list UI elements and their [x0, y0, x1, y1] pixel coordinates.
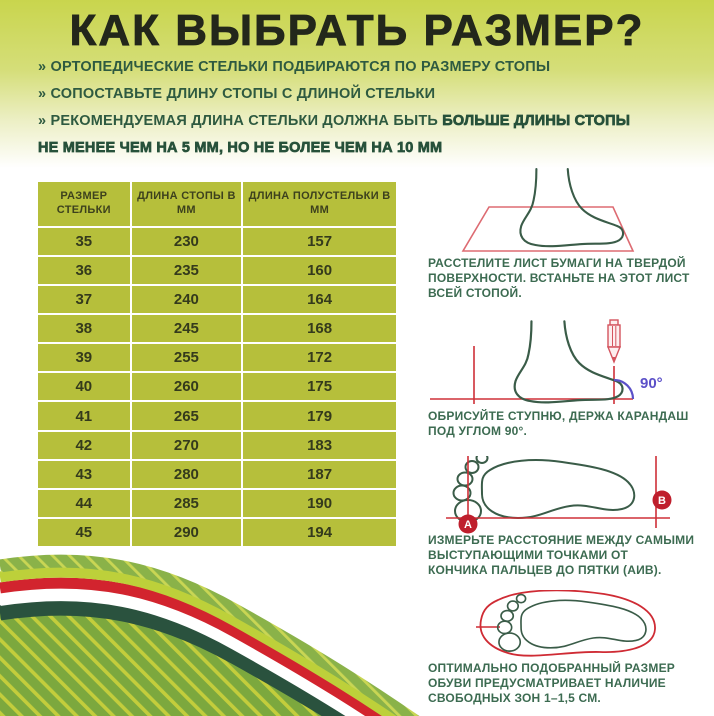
foot-length-cell: 245	[129, 313, 244, 345]
insole-size-cell: 43	[36, 458, 132, 490]
table-row: 40 260 175	[36, 371, 398, 403]
bullet-text: ОРТОПЕДИЧЕСКИЕ СТЕЛЬКИ ПОДБИРАЮТСЯ ПО РА…	[50, 59, 551, 75]
insole-size-cell: 42	[36, 429, 132, 461]
half-insole-length-cell: 183	[241, 429, 398, 461]
half-insole-length-cell: 187	[241, 458, 398, 490]
bullet-item: » СОПОСТАВЬТЕ ДЛИНУ СТОПЫ С ДЛИНОЙ СТЕЛЬ…	[38, 81, 638, 108]
insole-size-cell: 35	[36, 225, 132, 258]
table-row: 36 235 160	[36, 255, 398, 287]
half-insole-length-cell: 160	[241, 255, 398, 287]
measure-footprint-illustration: А В	[446, 456, 672, 534]
insole-size-cell: 44	[36, 487, 132, 519]
half-insole-length-cell: 172	[241, 342, 398, 374]
foot-length-cell: 230	[129, 225, 244, 258]
insole-size-cell: 45	[36, 516, 132, 549]
svg-text:А: А	[464, 519, 472, 531]
insole-fit-illustration	[476, 590, 656, 657]
bullet-item: » ОРТОПЕДИЧЕСКИЕ СТЕЛЬКИ ПОДБИРАЮТСЯ ПО …	[38, 54, 638, 81]
foot-length-cell: 285	[129, 487, 244, 519]
table-row: 39 255 172	[36, 342, 398, 374]
step-1-caption: РАССТЕЛИТЕ ЛИСТ БУМАГИ НА ТВЕРДОЙ ПОВЕРХ…	[428, 256, 690, 300]
half-insole-length-cell: 194	[241, 516, 398, 549]
foot-length-cell: 260	[129, 371, 244, 403]
insole-size-cell: 36	[36, 255, 132, 287]
foot-length-cell: 290	[129, 516, 244, 549]
table-row: 42 270 183	[36, 429, 398, 461]
half-insole-length-cell: 168	[241, 313, 398, 345]
insole-size-cell: 39	[36, 342, 132, 374]
trace-foot-illustration: 90°	[430, 319, 663, 404]
step-3-caption: ИЗМЕРЬТЕ РАССТОЯНИЕ МЕЖДУ САМЫМИ ВЫСТУПА…	[428, 533, 695, 577]
page-title: КАК ВЫБРАТЬ РАЗМЕР?	[69, 6, 645, 56]
bullet-text: РЕКОМЕНДУЕМАЯ ДЛИНА СТЕЛЬКИ ДОЛЖНА БЫТЬ	[50, 113, 443, 129]
foot-length-cell: 265	[129, 400, 244, 432]
table-row: 43 280 187	[36, 458, 398, 490]
pencil-icon	[606, 319, 622, 364]
point-b-badge: В	[652, 490, 672, 510]
foot-length-cell: 235	[129, 255, 244, 287]
half-insole-length-cell: 164	[241, 284, 398, 316]
foot-side-outline	[519, 167, 625, 248]
half-insole-length-cell: 175	[241, 371, 398, 403]
foot-length-cell: 280	[129, 458, 244, 490]
wave-main-mass	[0, 607, 338, 716]
wave-decoration	[0, 550, 440, 716]
insole-outline	[479, 590, 656, 657]
size-table: РАЗМЕР СТЕЛЬКИ ДЛИНА СТОПЫ В ММ ДЛИНА ПО…	[36, 180, 398, 549]
insole-size-cell: 40	[36, 371, 132, 403]
table-row: 45 290 194	[36, 516, 398, 549]
bullet-strong-text: БОЛЬШЕ ДЛИНЫ СТОПЫ НЕ МЕНЕЕ ЧЕМ НА 5 ММ,…	[38, 113, 631, 157]
angle-label: 90°	[640, 375, 663, 392]
svg-text:В: В	[658, 495, 666, 507]
insole-size-cell: 41	[36, 400, 132, 432]
size-table-body: 35 230 157 36 235 160 37 240 164 38 245 168 39 255 172…	[36, 225, 398, 549]
table-row: 37 240 164	[36, 284, 398, 316]
foot-on-paper-illustration	[461, 167, 635, 252]
footprint-outline	[452, 456, 636, 523]
insole-size-cell: 38	[36, 313, 132, 345]
bullet-marker: »	[38, 86, 47, 102]
table-row: 41 265 179	[36, 400, 398, 432]
table-header-row: РАЗМЕР СТЕЛЬКИ ДЛИНА СТОПЫ В ММ ДЛИНА ПО…	[36, 180, 398, 228]
table-row: 44 285 190	[36, 487, 398, 519]
step-4-caption: ОПТИМАЛЬНО ПОДОБРАННЫЙ РАЗМЕР ОБУВИ ПРЕД…	[428, 661, 676, 705]
foot-length-cell: 270	[129, 429, 244, 461]
bullet-marker: »	[38, 113, 47, 129]
insole-size-cell: 37	[36, 284, 132, 316]
bullet-item: » РЕКОМЕНДУЕМАЯ ДЛИНА СТЕЛЬКИ ДОЛЖНА БЫТ…	[38, 108, 638, 162]
header-foot-length: ДЛИНА СТОПЫ В ММ	[129, 180, 244, 228]
half-insole-length-cell: 179	[241, 400, 398, 432]
bullet-marker: »	[38, 59, 47, 75]
bullet-text: СОПОСТАВЬТЕ ДЛИНУ СТОПЫ С ДЛИНОЙ СТЕЛЬКИ	[50, 86, 436, 102]
angle-arc	[613, 378, 635, 400]
header-half-insole-length: ДЛИНА ПОЛУСТЕЛЬКИ В ММ	[241, 180, 398, 228]
point-a-badge: А	[458, 514, 478, 534]
table-row: 38 245 168	[36, 313, 398, 345]
paper-sheet-outline	[461, 206, 635, 252]
half-insole-length-cell: 157	[241, 225, 398, 258]
bullet-list: » ОРТОПЕДИЧЕСКИЕ СТЕЛЬКИ ПОДБИРАЮТСЯ ПО …	[38, 54, 638, 162]
step-2-caption: ОБРИСУЙТЕ СТУПНЮ, ДЕРЖА КАРАНДАШ ПОД УГЛ…	[428, 409, 689, 438]
foot-length-cell: 255	[129, 342, 244, 374]
foot-length-cell: 240	[129, 284, 244, 316]
half-insole-length-cell: 190	[241, 487, 398, 519]
header-insole-size: РАЗМЕР СТЕЛЬКИ	[36, 180, 132, 228]
table-row: 35 230 157	[36, 225, 398, 258]
